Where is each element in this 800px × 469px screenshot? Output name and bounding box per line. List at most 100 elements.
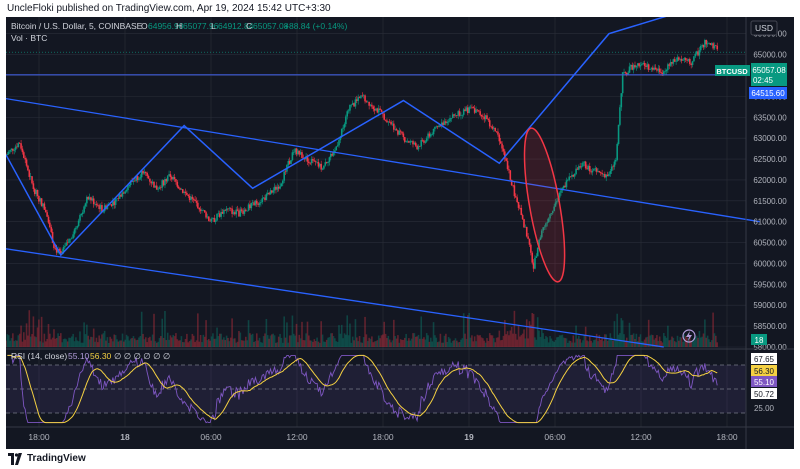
- volume-bar: [408, 338, 410, 347]
- volume-bar: [323, 341, 325, 347]
- candle-body: [245, 209, 247, 211]
- candle-body: [319, 163, 321, 167]
- volume-bar: [58, 335, 61, 347]
- volume-bar: [424, 339, 427, 347]
- candle-body: [98, 205, 100, 210]
- candle-body: [234, 212, 236, 215]
- volume-bar: [428, 341, 431, 347]
- candle-body: [60, 250, 62, 254]
- candle-body: [331, 153, 333, 156]
- candle-body: [202, 210, 205, 211]
- time-tick-label: 18:00: [28, 432, 50, 442]
- volume-bar: [273, 335, 276, 347]
- candle-body: [605, 174, 608, 178]
- candle-body: [573, 174, 576, 177]
- volume-bar: [501, 339, 503, 347]
- volume-bar: [349, 323, 351, 347]
- candle-body: [40, 198, 43, 207]
- candle-body: [172, 176, 174, 180]
- volume-bar: [234, 338, 236, 347]
- volume-bar: [166, 332, 169, 347]
- volume-bar: [451, 340, 454, 347]
- candle-body: [35, 189, 37, 195]
- volume-bar: [560, 335, 562, 347]
- candle-body: [487, 119, 490, 121]
- candle-body: [534, 257, 536, 269]
- candle-body: [227, 208, 229, 210]
- volume-bar: [91, 337, 94, 347]
- volume-bar: [21, 341, 24, 347]
- volume-bar: [258, 337, 261, 347]
- volume-bar: [377, 335, 380, 347]
- candle-body: [365, 101, 368, 103]
- volume-bar: [679, 337, 682, 347]
- last-price-tag: 65057.08: [752, 66, 786, 75]
- volume-bar: [47, 324, 50, 347]
- volume-bar: [123, 341, 125, 347]
- candle-body: [636, 63, 639, 66]
- legend-c-value: 65057.08: [253, 21, 289, 31]
- volume-bar: [662, 333, 665, 347]
- volume-bar: [338, 325, 340, 347]
- volume-bar: [530, 324, 532, 347]
- volume-bar: [572, 335, 575, 347]
- price-tick-label: 63500.00: [753, 113, 787, 122]
- volume-bar: [567, 342, 569, 347]
- volume-bar: [309, 340, 312, 347]
- volume-bar: [161, 318, 164, 347]
- volume-bar: [23, 332, 25, 347]
- candle-body: [25, 159, 28, 166]
- volume-bar: [653, 339, 655, 347]
- candle-body: [649, 69, 651, 70]
- candle-body: [375, 108, 377, 111]
- volume-bar: [29, 336, 32, 347]
- candle-body: [606, 174, 609, 177]
- volume-bar: [268, 338, 270, 347]
- volume-bar: [416, 336, 418, 347]
- lightning-icon[interactable]: [682, 329, 696, 343]
- candle-body: [345, 116, 347, 125]
- volume-bar: [402, 339, 405, 347]
- candle-body: [342, 127, 344, 129]
- volume-bar: [218, 333, 221, 347]
- volume-bar: [710, 340, 713, 347]
- volume-bar: [519, 336, 521, 347]
- candle-body: [217, 213, 220, 215]
- candle-body: [468, 107, 470, 114]
- candle-body: [195, 201, 198, 203]
- volume-bar: [176, 339, 179, 347]
- candle-body: [541, 230, 543, 238]
- volume-bar: [90, 336, 92, 347]
- candle-body: [661, 73, 664, 75]
- volume-bar: [55, 338, 58, 347]
- volume-bar: [40, 316, 43, 347]
- candle-body: [279, 186, 281, 189]
- candle-body: [706, 43, 709, 45]
- candle-body: [280, 183, 283, 187]
- volume-bar: [382, 334, 384, 347]
- candle-body: [571, 174, 573, 177]
- candle-body: [450, 118, 453, 119]
- candle-body: [527, 236, 529, 239]
- candle-body: [269, 190, 272, 195]
- candle-body: [513, 185, 516, 197]
- candle-body: [254, 200, 257, 206]
- currency-badge[interactable]: [750, 20, 778, 36]
- candle-body: [9, 150, 11, 152]
- volume-bar: [584, 326, 587, 347]
- volume-bar: [329, 333, 332, 347]
- candle-body: [146, 172, 148, 176]
- volume-bar: [686, 337, 688, 347]
- candle-body: [308, 161, 310, 164]
- candle-body: [166, 176, 169, 182]
- volume-bar: [658, 336, 661, 347]
- rsi-tick-25: 25.00: [754, 404, 775, 413]
- volume-bar: [587, 341, 590, 347]
- volume-bar: [68, 337, 70, 347]
- volume-bar: [216, 327, 218, 347]
- volume-bar: [118, 340, 121, 347]
- volume-bar: [221, 339, 224, 347]
- volume-bar: [547, 342, 550, 347]
- candle-body: [257, 203, 259, 205]
- candle-body: [545, 223, 547, 227]
